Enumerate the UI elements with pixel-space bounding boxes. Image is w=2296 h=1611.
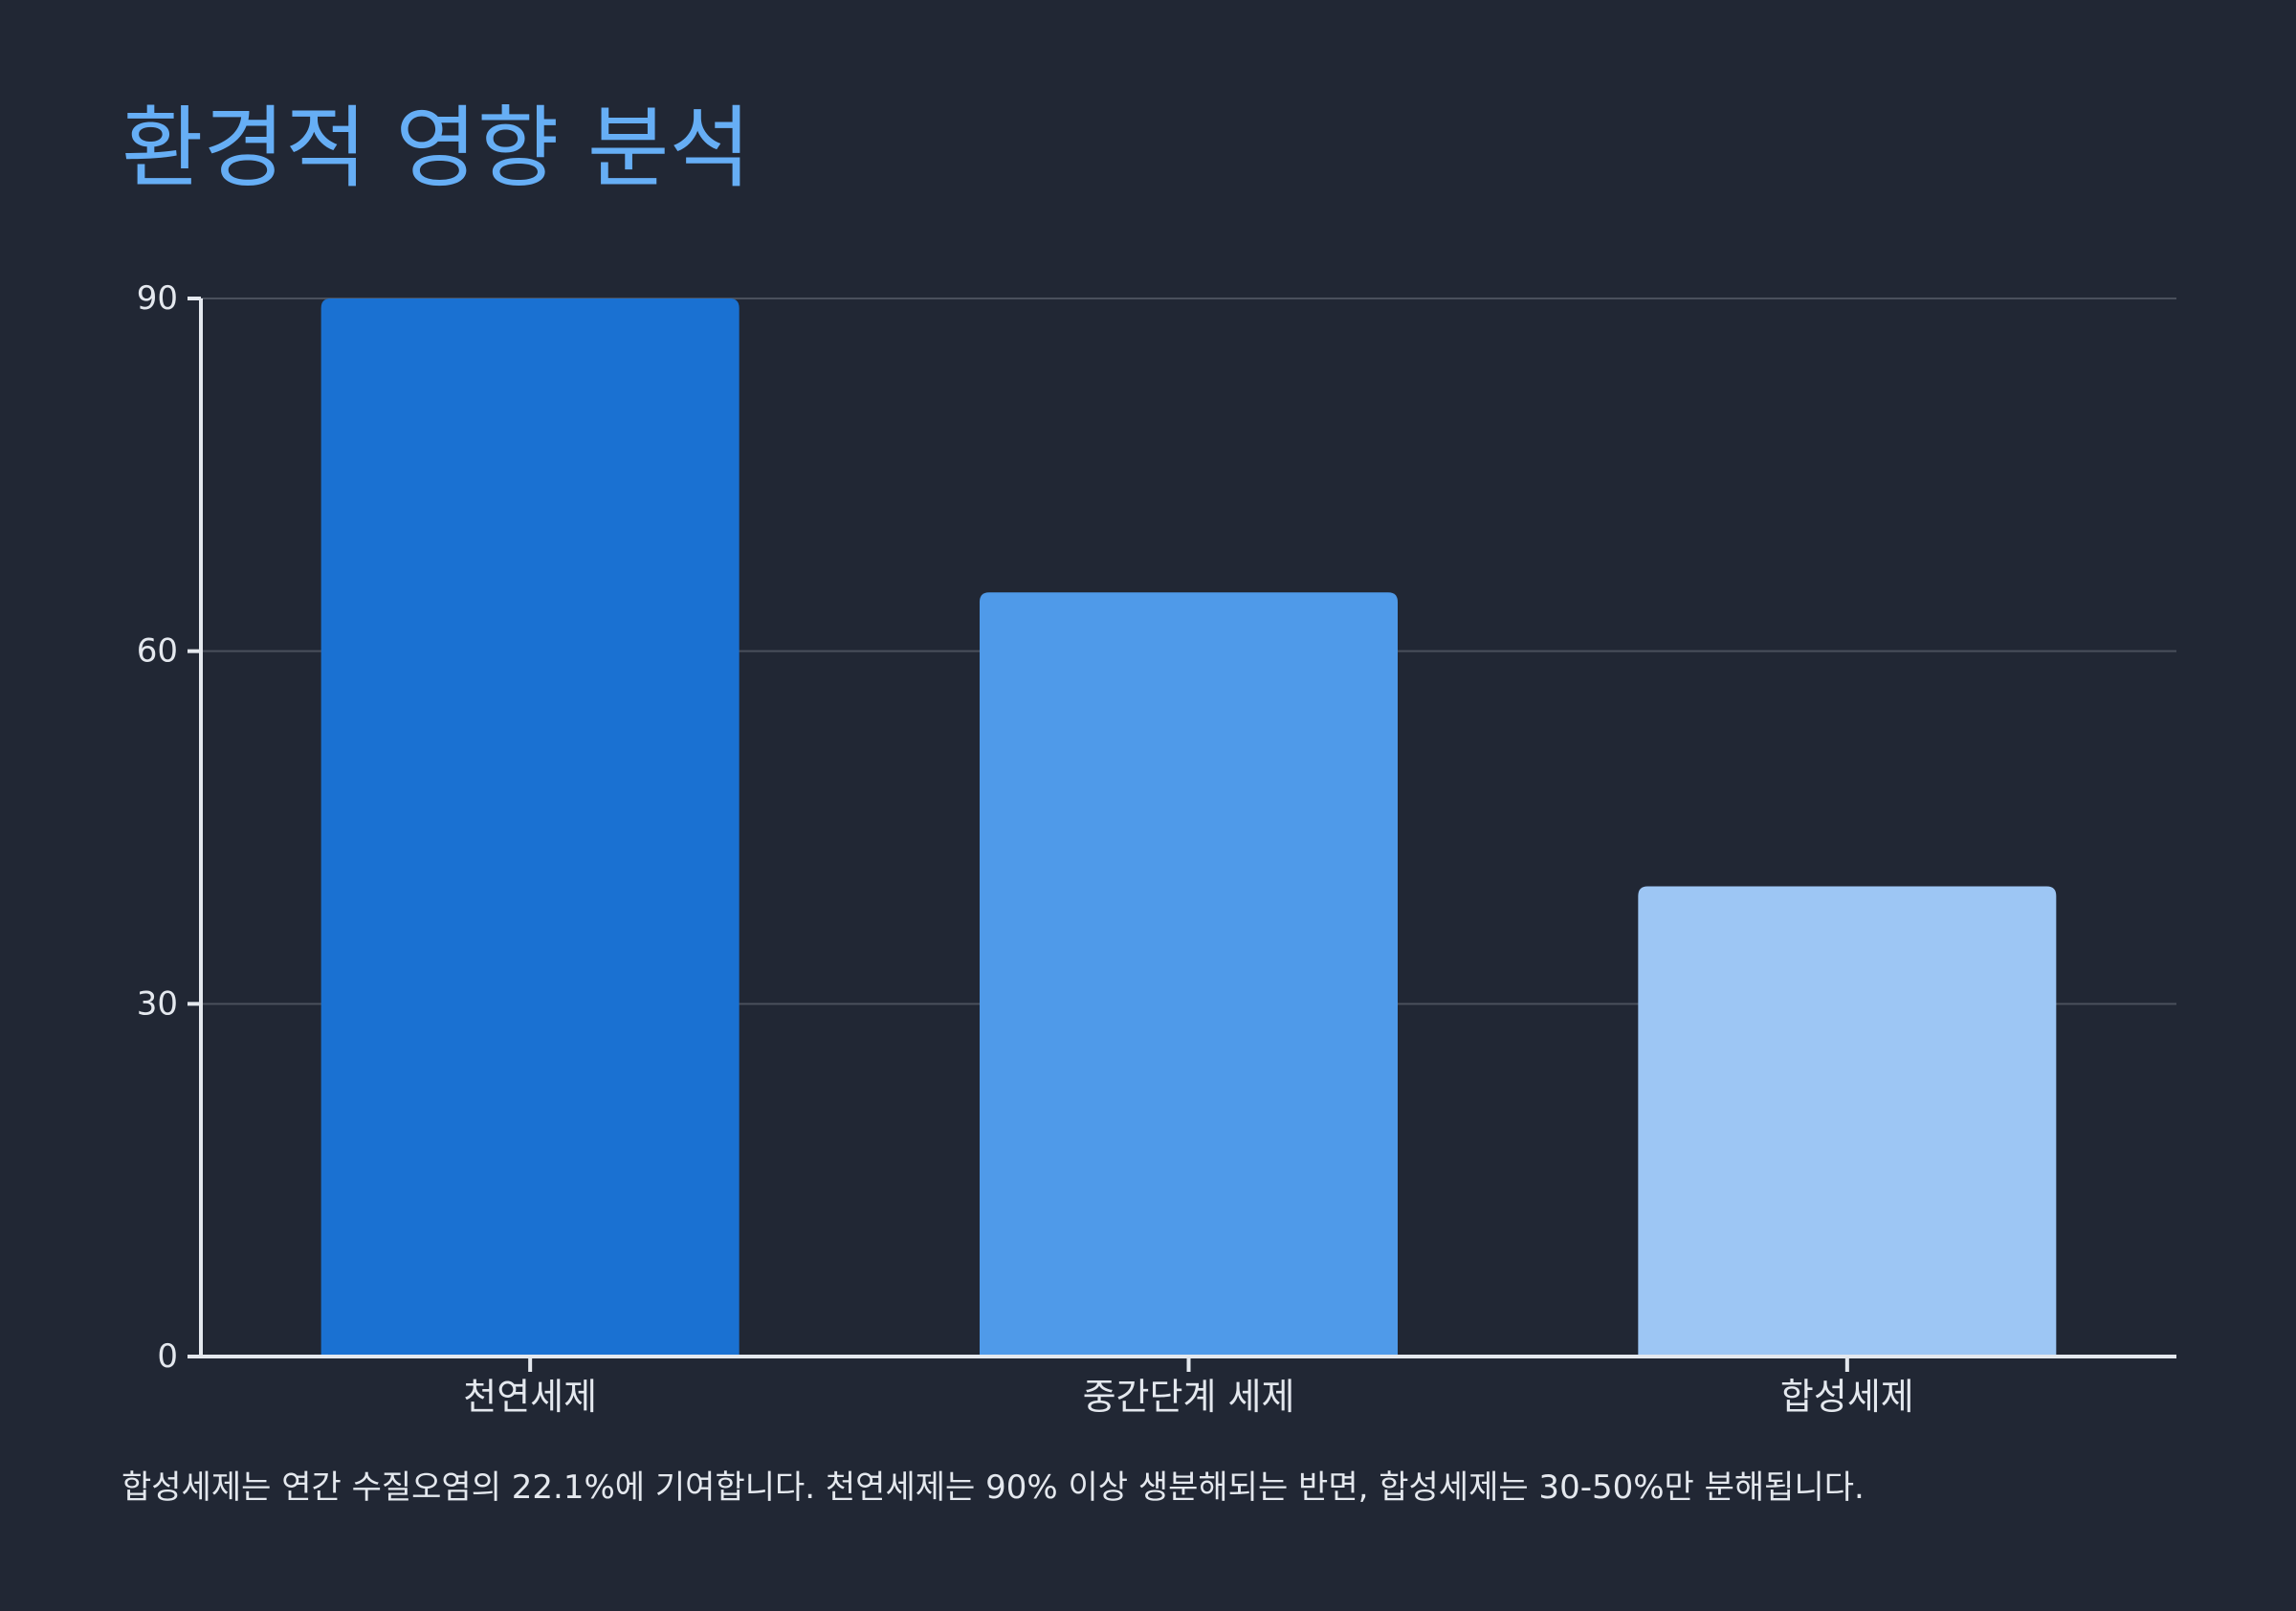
bar [320,298,740,1357]
x-tick-label: 합성세제 [1780,1376,1914,1418]
y-tick-label: 30 [137,984,178,1023]
bar [1638,886,2057,1357]
y-tick-label: 0 [157,1337,178,1376]
bars [320,298,2057,1357]
y-tick-label: 90 [137,279,178,318]
x-axis-ticks: 천연세제 중간단계 세제 합성세제 [463,1357,1914,1418]
y-axis-ticks: 0 30 60 90 [137,279,201,1376]
chart-caption: 합성세제는 연간 수질오염의 22.1%에 기여합니다. 천연세제는 90% 이… [121,1468,1865,1507]
x-tick-label: 중간단계 세제 [1083,1376,1295,1418]
y-tick-label: 60 [137,632,178,671]
page-title: 환경적 영향 분석 [121,97,752,200]
bar [980,592,1398,1357]
x-tick-label: 천연세제 [463,1376,597,1418]
